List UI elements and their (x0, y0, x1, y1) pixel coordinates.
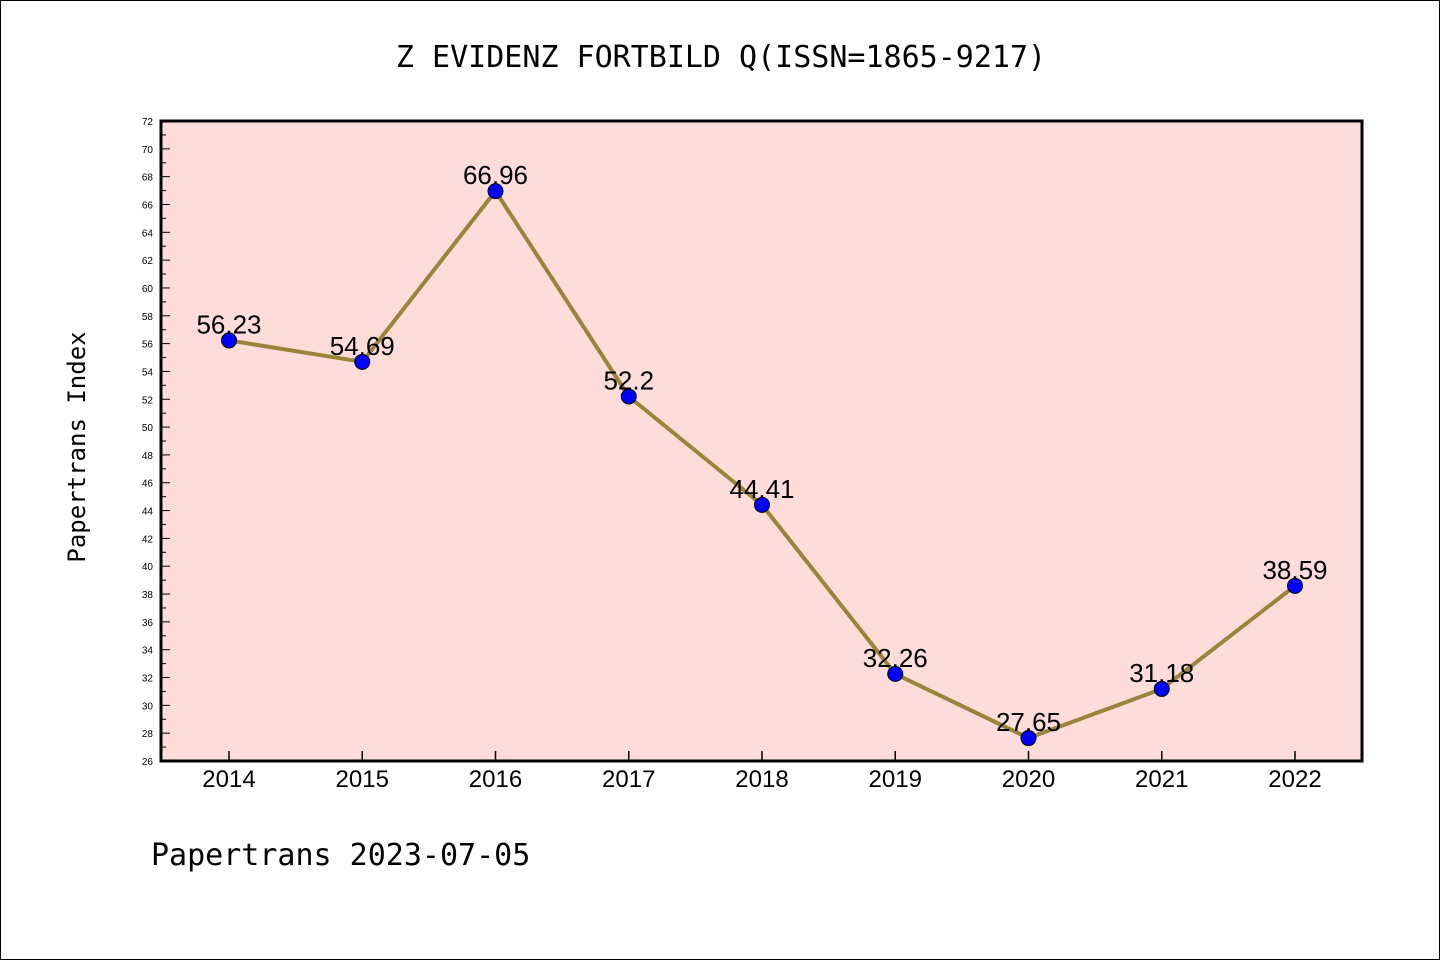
x-tick-label: 2020 (1002, 766, 1055, 793)
data-point (1153, 680, 1170, 697)
plot-area (161, 121, 1362, 761)
y-tick-label: 34 (142, 646, 154, 657)
data-point (620, 388, 637, 405)
y-tick-label: 66 (142, 200, 154, 211)
y-tick-label: 32 (142, 674, 154, 685)
y-tick-label: 26 (142, 757, 154, 768)
y-tick-label: 58 (142, 312, 154, 323)
data-label: 52.2 (603, 365, 654, 395)
y-tick-label: 38 (142, 590, 154, 601)
data-label: 54.69 (330, 331, 395, 361)
x-tick-label: 2015 (336, 766, 389, 793)
data-point (1020, 730, 1037, 747)
y-tick-label: 68 (142, 173, 154, 184)
y-tick-label: 42 (142, 534, 154, 545)
y-tick-label: 52 (142, 395, 154, 406)
data-point (1287, 577, 1303, 594)
data-labels: 56.23 54.69 66.96 52.2 44.41 32.26 27.65 31.18 3… (196, 160, 1327, 737)
y-tick-label: 54 (142, 367, 154, 378)
y-tick-label: 60 (142, 284, 154, 295)
x-tick-label: 2018 (735, 766, 788, 793)
x-tick-label: 2017 (602, 766, 655, 793)
data-label: 31.18 (1129, 658, 1194, 688)
y-tick-label: 48 (142, 451, 154, 462)
y-tick-label: 50 (142, 423, 154, 434)
y-tick-label: 64 (142, 228, 154, 239)
data-point (487, 183, 504, 200)
x-tick-label: 2014 (202, 766, 255, 793)
data-label: 32.26 (863, 643, 928, 673)
data-points (221, 183, 1303, 747)
data-point (354, 353, 371, 370)
data-label: 56.23 (196, 309, 261, 339)
y-tick-label: 70 (142, 145, 154, 156)
data-point (221, 332, 237, 349)
y-tick-label: 46 (142, 479, 154, 490)
footer-date: Papertrans 2023-07-05 (151, 838, 530, 873)
x-tick-label: 2022 (1268, 766, 1321, 793)
data-label: 66.96 (463, 160, 528, 190)
data-label: 38.59 (1262, 555, 1327, 585)
y-tick-label: 36 (142, 618, 154, 629)
x-axis: 2014 2015 2016 2017 2018 2019 2020 2021 2022 (202, 751, 1322, 793)
y-tick-label: 28 (142, 729, 154, 740)
plot-border (159, 119, 1364, 763)
chart-title: Z EVIDENZ FORTBILD Q(ISSN=1865-9217) (396, 40, 1046, 75)
y-tick-label: 44 (142, 507, 154, 518)
x-tick-label: 2021 (1135, 766, 1188, 793)
y-tick-label: 72 (142, 117, 154, 128)
x-tick-label: 2016 (469, 766, 522, 793)
y-tick-label: 56 (142, 340, 154, 351)
y-tick-label: 40 (142, 562, 154, 573)
data-label: 27.65 (996, 707, 1061, 737)
data-point (887, 665, 904, 682)
x-tick-label: 2019 (869, 766, 922, 793)
data-label: 44.41 (729, 474, 794, 504)
y-tick-label: 30 (142, 701, 154, 712)
y-axis-label: Papertrans Index (63, 331, 91, 562)
y-tick-label: 62 (142, 256, 154, 267)
data-point (754, 496, 770, 513)
